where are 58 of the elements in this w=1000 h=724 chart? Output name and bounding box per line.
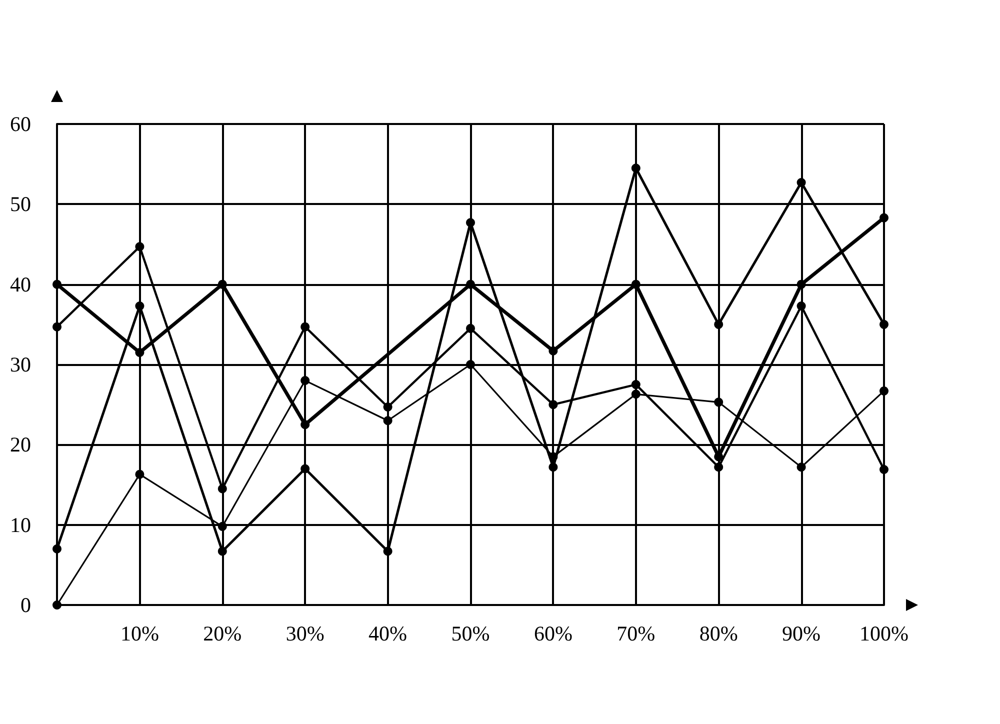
x-tick-label: 50% — [451, 622, 490, 646]
y-tick-label: 40 — [10, 272, 31, 296]
point — [218, 280, 227, 289]
point — [135, 470, 144, 479]
point — [218, 522, 227, 531]
point — [300, 376, 310, 386]
point — [548, 400, 558, 410]
point — [383, 402, 392, 412]
point — [383, 416, 392, 426]
point — [548, 346, 558, 356]
point — [135, 348, 144, 357]
x-tick-label: 60% — [534, 622, 572, 646]
point — [631, 280, 640, 289]
point — [218, 484, 227, 494]
point — [631, 380, 640, 390]
point — [466, 280, 475, 289]
point — [880, 213, 888, 222]
point — [300, 464, 310, 474]
point — [548, 462, 558, 472]
y-tick-label: 20 — [10, 432, 31, 457]
point — [218, 546, 227, 556]
x-tick-label: 30% — [286, 622, 324, 646]
point — [631, 390, 640, 399]
point — [466, 360, 475, 369]
point — [880, 320, 888, 329]
x-tick-label: 70% — [616, 622, 656, 646]
point — [880, 386, 888, 396]
point — [135, 242, 144, 252]
point — [52, 544, 62, 554]
point — [796, 462, 806, 472]
point — [631, 164, 640, 173]
x-tick-label: 20% — [203, 622, 242, 646]
point — [52, 280, 62, 289]
point — [714, 398, 724, 407]
point — [52, 322, 62, 332]
y-tick-label: 50 — [10, 192, 31, 216]
x-tick-label: 10% — [120, 622, 159, 646]
y-tick-label: 0 — [20, 593, 31, 617]
point — [135, 301, 144, 310]
point — [714, 462, 724, 472]
point — [466, 218, 475, 228]
y-tick-label: 10 — [10, 512, 31, 537]
y-tick-label: 60 — [10, 112, 31, 136]
x-tick-label: 90% — [782, 622, 821, 646]
y-tick-label: 30 — [10, 352, 31, 376]
x-tick-label: 100% — [860, 622, 908, 646]
point — [880, 465, 888, 474]
point — [796, 280, 806, 289]
point — [300, 322, 310, 332]
x-tick-label: 80% — [699, 622, 738, 646]
point — [383, 546, 392, 556]
point — [796, 301, 806, 310]
point — [466, 324, 475, 333]
point — [796, 178, 806, 188]
x-tick-label: 40% — [368, 622, 408, 646]
point — [52, 600, 62, 610]
point — [300, 420, 310, 430]
point — [714, 320, 724, 329]
